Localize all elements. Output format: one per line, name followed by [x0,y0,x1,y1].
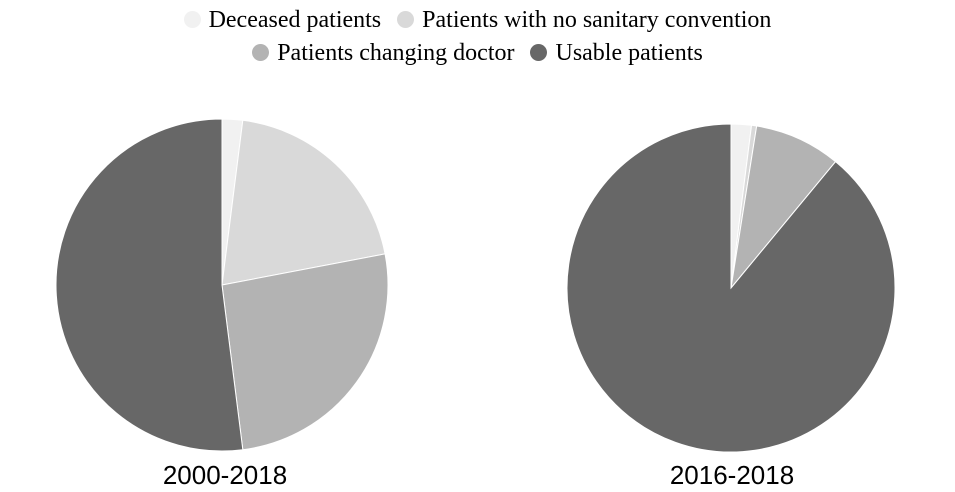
legend-label-usable-patients: Usable patients [555,40,703,66]
legend-item-changing-doctor: Patients changing doctor [252,37,514,70]
legend-label-no-sanitary-convention: Patients with no sanitary convention [422,7,772,33]
legend-item-no-sanitary-convention: Patients with no sanitary convention [397,4,771,37]
legend-marker-usable-patients [530,44,548,61]
pie-caption-2000-2018: 2000-2018 [162,460,288,490]
legend-label-changing-doctor: Patients changing doctor [277,40,515,66]
pie-slice-2016-2018-patients-changing-doctor [730,125,837,290]
legend-label-deceased-patients: Deceased patients [208,7,382,33]
chart-legend: Deceased patients Patients with no sanit… [0,4,955,70]
pie-caption-2016-2018: 2016-2018 [669,460,795,490]
pie-slice-2016-2018-usable-patients [566,123,896,453]
legend-row-2: Patients changing doctor Usable patients [0,37,955,70]
pie-slice-2000-2018-patients-changing-doctor [221,253,389,451]
pie-slice-2000-2018-usable-patients [55,118,244,452]
legend-item-deceased-patients: Deceased patients [183,4,382,37]
legend-row-1: Deceased patients Patients with no sanit… [0,4,955,37]
legend-marker-changing-doctor [252,44,270,61]
pie-slice-2000-2018-patients-with-no-sanitary-convention [221,119,386,286]
legend-marker-deceased-patients [183,11,201,28]
legend-item-usable-patients: Usable patients [530,37,703,70]
legend-marker-no-sanitary-convention [397,11,415,28]
